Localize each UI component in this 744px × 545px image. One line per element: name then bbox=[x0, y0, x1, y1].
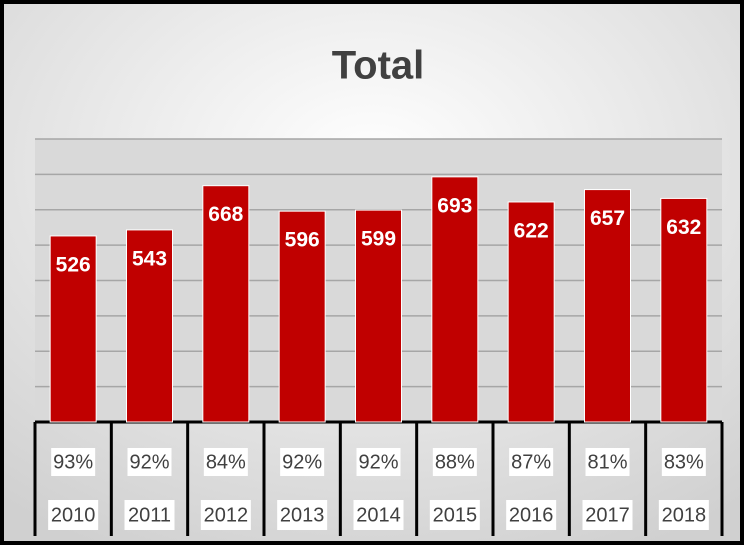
x-tick-label: 2017 bbox=[585, 504, 630, 526]
value-label: 657 bbox=[590, 207, 625, 230]
value-label: 632 bbox=[666, 216, 701, 239]
rate-label: 92% bbox=[129, 451, 169, 473]
cell-bg bbox=[585, 448, 630, 476]
rate-label: 84% bbox=[206, 451, 246, 473]
cell-bg bbox=[509, 448, 554, 476]
cell-bg bbox=[661, 448, 706, 476]
bar bbox=[278, 210, 326, 423]
value-label: 599 bbox=[361, 228, 396, 251]
bar bbox=[126, 229, 173, 423]
bar bbox=[660, 197, 708, 423]
cell-bg bbox=[277, 500, 328, 530]
cell-bg bbox=[432, 448, 477, 476]
cell-bg bbox=[127, 448, 172, 476]
cell-bg bbox=[280, 448, 325, 476]
cell-bg bbox=[48, 500, 99, 530]
x-tick-label: 2015 bbox=[433, 504, 478, 526]
rate-label: 88% bbox=[435, 451, 475, 473]
cell-bg bbox=[429, 500, 480, 530]
cell-bg bbox=[124, 500, 175, 530]
cell-bg bbox=[356, 448, 401, 476]
x-tick-label: 2016 bbox=[509, 504, 554, 526]
x-tick-label: 2012 bbox=[204, 504, 249, 526]
x-tick-label: 2010 bbox=[51, 504, 96, 526]
rate-label: 81% bbox=[587, 451, 627, 473]
rate-label: 92% bbox=[282, 451, 322, 473]
cell-bg bbox=[506, 500, 557, 530]
rate-label: 93% bbox=[53, 451, 93, 473]
x-tick-label: 2011 bbox=[128, 504, 171, 526]
x-tick-label: 2013 bbox=[280, 504, 325, 526]
bar bbox=[355, 209, 402, 423]
cell-bg bbox=[51, 448, 96, 476]
value-label: 668 bbox=[208, 203, 243, 226]
value-label: 543 bbox=[132, 247, 167, 270]
bar bbox=[431, 176, 479, 423]
bar bbox=[507, 201, 555, 423]
cell-bg bbox=[200, 500, 251, 530]
value-label: 622 bbox=[514, 220, 549, 243]
cell-bg bbox=[353, 500, 404, 530]
cell-bg bbox=[203, 448, 248, 476]
value-label: 526 bbox=[56, 253, 91, 276]
x-tick-label: 2014 bbox=[356, 504, 401, 526]
rate-label: 92% bbox=[358, 451, 398, 473]
value-label: 596 bbox=[285, 229, 320, 252]
rate-label: 87% bbox=[511, 451, 551, 473]
value-label: 693 bbox=[437, 194, 472, 217]
bar bbox=[49, 235, 97, 423]
rate-label: 83% bbox=[664, 451, 704, 473]
bar bbox=[202, 185, 250, 423]
bar bbox=[584, 189, 631, 423]
cell-bg bbox=[658, 500, 709, 530]
x-tick-label: 2018 bbox=[662, 504, 707, 526]
chart-title: Total bbox=[332, 44, 425, 88]
cell-bg bbox=[582, 500, 633, 530]
